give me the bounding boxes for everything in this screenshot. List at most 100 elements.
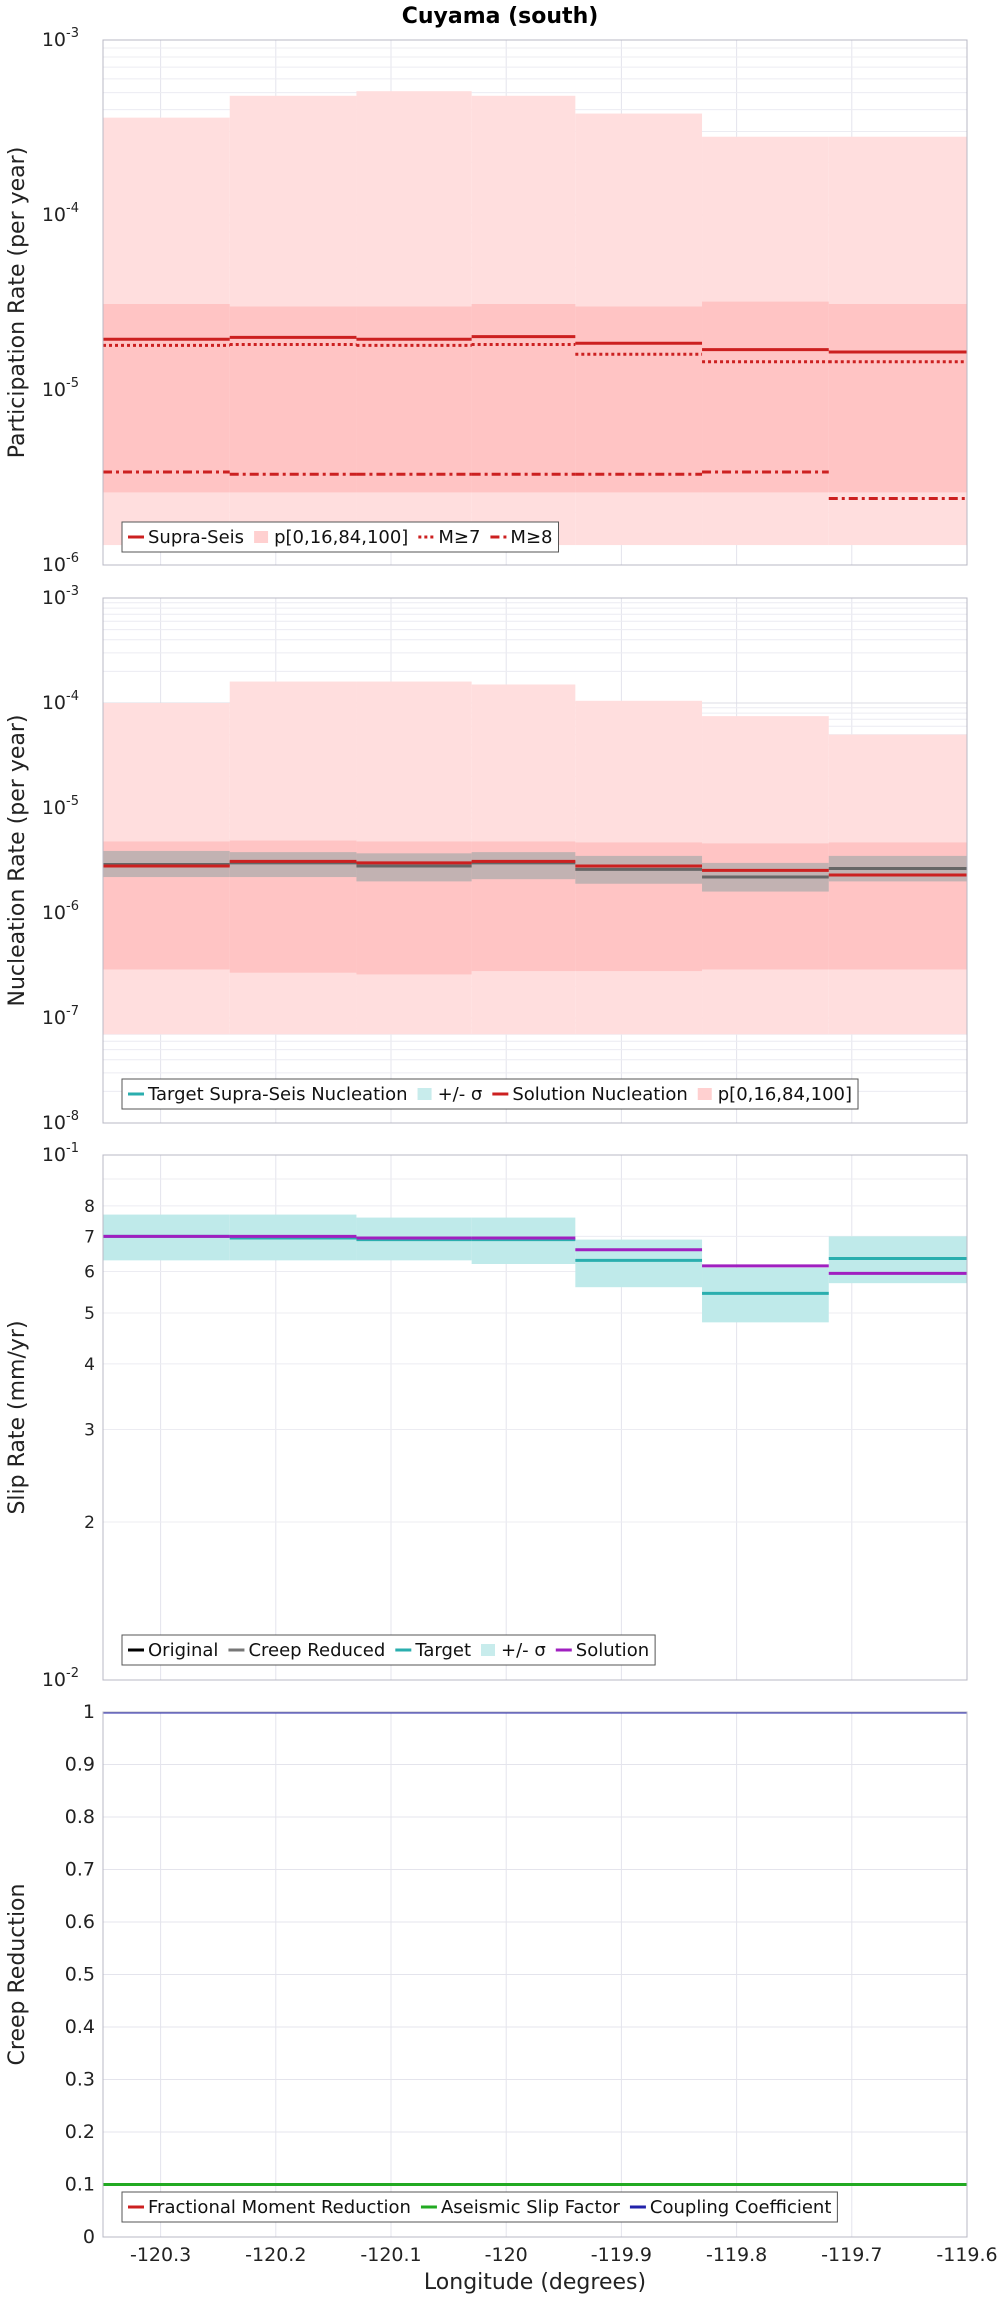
legend-swatch (481, 1644, 495, 1656)
x-tick-label: -120 (485, 2244, 528, 2266)
y-minor-tick-label: 6 (84, 1262, 95, 1282)
legend-label: Fractional Moment Reduction (148, 2197, 411, 2218)
y-tick-label: 10-4 (42, 689, 79, 714)
y-tick-label: 0.5 (65, 1964, 95, 1986)
chart-title: Cuyama (south) (402, 4, 599, 29)
y-minor-tick-label: 5 (84, 1304, 95, 1324)
y-tick-label: 0.7 (65, 1859, 95, 1881)
legend-label: M≥8 (510, 527, 552, 548)
band-segment-3 (471, 852, 576, 880)
legend-label: Supra-Seis (148, 527, 244, 548)
x-tick-label: -119.8 (706, 2244, 767, 2266)
x-tick-label: -119.9 (591, 2244, 652, 2266)
legend-item: Coupling Coefficient (629, 2197, 831, 2218)
legend-label: p[0,16,84,100] (718, 1084, 852, 1105)
y-tick-label: 10-3 (42, 584, 79, 609)
band-segment-1 (575, 1239, 703, 1288)
plot-marks (103, 681, 967, 1035)
legend: Target Supra-Seis Nucleation +/- σ Solutio… (121, 1078, 859, 1110)
y-tick-label: 10-2 (42, 1666, 79, 1691)
y-minor-tick-label: 8 (84, 1197, 95, 1217)
x-tick-label: -119.6 (936, 2244, 997, 2266)
y-tick-label: 10-8 (42, 1109, 79, 1134)
legend-item: p[0,16,84,100] (697, 1084, 852, 1105)
legend-label: Creep Reduced (248, 1640, 385, 1661)
legend-label: Original (148, 1640, 218, 1661)
legend-item: Target Supra-Seis Nucleation (128, 1084, 408, 1105)
legend-item: Aseismic Slip Factor (420, 2197, 621, 2218)
legend-label: Target (414, 1640, 471, 1661)
band-segment-3 (229, 852, 357, 878)
y-axis-label: Slip Rate (mm/yr) (5, 1320, 30, 1514)
band-segment-2 (702, 843, 829, 970)
legend-label: Solution Nucleation (512, 1084, 687, 1105)
y-tick-label: 10-3 (42, 26, 79, 51)
x-tick-label: -120.3 (130, 2244, 191, 2266)
x-axis-label: Longitude (degrees) (424, 2270, 646, 2295)
y-tick-label: 0.3 (65, 2069, 95, 2091)
legend-box (121, 2191, 838, 2223)
band-segment-2 (471, 304, 576, 493)
legend-label: Coupling Coefficient (650, 2197, 831, 2218)
plot-frame (102, 1154, 968, 1681)
panel-2: 10-8 10-7 10-6 10-5 10-4 10-3 Nucleation Rate … (5, 584, 968, 1134)
plot-frame (102, 1711, 968, 2238)
y-axis-label: Creep Reduction (5, 1884, 30, 2066)
band-segment-2 (702, 301, 829, 493)
y-tick-label: 0.2 (65, 2121, 95, 2143)
y-tick-label: 10-6 (42, 899, 79, 924)
legend-box (121, 1078, 859, 1110)
band-segment-2 (575, 306, 703, 493)
plot-marks (103, 91, 967, 546)
legend-label: Solution (576, 1640, 649, 1661)
legend-item: Target (395, 1640, 471, 1661)
legend-item: p[0,16,84,100] (254, 527, 408, 548)
y-tick-label: 10-4 (42, 201, 79, 226)
legend-item: Solution (555, 1640, 649, 1661)
legend-item: +/- σ (417, 1084, 483, 1105)
y-tick-label: 0.4 (65, 2016, 95, 2038)
panel-3: 10-2 10-1 2 3 4 5 6 7 8 Slip Rate (mm/yr) Original… (5, 1141, 968, 1691)
y-minor-tick-label: 7 (84, 1227, 95, 1247)
y-tick-label: 10-6 (42, 551, 79, 576)
y-minor-tick-label: 4 (84, 1355, 95, 1375)
x-tick-label: -119.7 (821, 2244, 882, 2266)
legend-swatch (254, 531, 269, 543)
band-segment-2 (103, 304, 230, 493)
legend-label: Aseismic Slip Factor (441, 2197, 621, 2218)
band-segment-2 (229, 306, 357, 493)
y-tick-label: 10-1 (42, 1141, 79, 1166)
band-segment-1 (702, 1267, 829, 1323)
y-tick-label: 10-7 (42, 1004, 79, 1029)
legend-label: +/- σ (501, 1640, 546, 1661)
plot-marks (103, 1712, 967, 2186)
band-segment-2 (356, 306, 472, 493)
plot-frame (102, 39, 968, 566)
band-segment-2 (828, 304, 967, 493)
legend-item: M≥8 (490, 527, 553, 548)
legend-label: +/- σ (438, 1084, 483, 1105)
legend-swatch (697, 1088, 712, 1100)
legend-box (121, 521, 559, 553)
y-axis-label: Participation Rate (per year) (5, 147, 30, 459)
legend-item: +/- σ (481, 1640, 546, 1661)
legend-item: Creep Reduced (228, 1640, 385, 1661)
y-minor-tick-label: 2 (84, 1513, 95, 1533)
legend-label: p[0,16,84,100] (274, 527, 408, 548)
legend-item: Supra-Seis (128, 527, 244, 548)
plot-frame (102, 597, 968, 1124)
legend-label: Target Supra-Seis Nucleation (147, 1084, 408, 1105)
legend-item: Fractional Moment Reduction (128, 2197, 411, 2218)
chart-panels: 10-6 10-5 10-4 10-3 Participation Rate (per … (5, 26, 998, 2295)
panel-4: 0 0.1 0.2 0.3 0.4 0.5 0.6 0.7 0.8 0.9 1 -120.3 -120.… (5, 1701, 998, 2295)
plot-marks (103, 1214, 967, 1323)
legend: Original Creep Reduced Target +/- σ Solution (121, 1634, 656, 1666)
y-tick-label: 10-5 (42, 794, 79, 819)
legend-label: M≥7 (438, 527, 480, 548)
x-tick-label: -120.1 (360, 2244, 421, 2266)
legend-item: Original (128, 1640, 218, 1661)
x-tick-label: -120.2 (245, 2244, 306, 2266)
y-tick-label: 0.6 (65, 1911, 95, 1933)
y-tick-label: 0 (83, 2226, 95, 2248)
